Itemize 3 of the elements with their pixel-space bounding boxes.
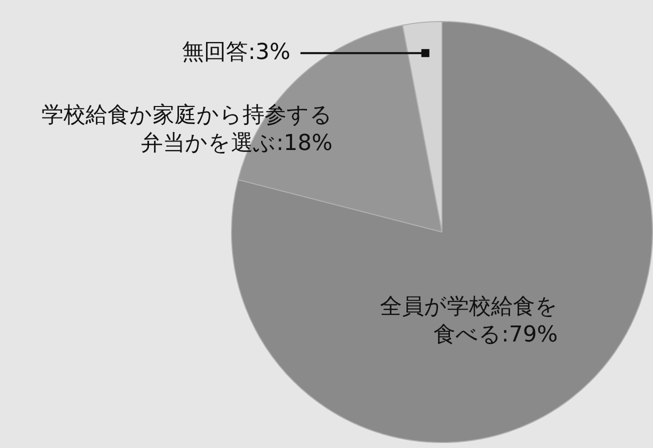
slice-label: 学校給食か家庭から持参する弁当かを選ぶ:18% [42, 102, 333, 156]
slice-label: 全員が学校給食を食べる:79% [380, 294, 558, 348]
slice-label: 無回答:3% [182, 40, 290, 65]
